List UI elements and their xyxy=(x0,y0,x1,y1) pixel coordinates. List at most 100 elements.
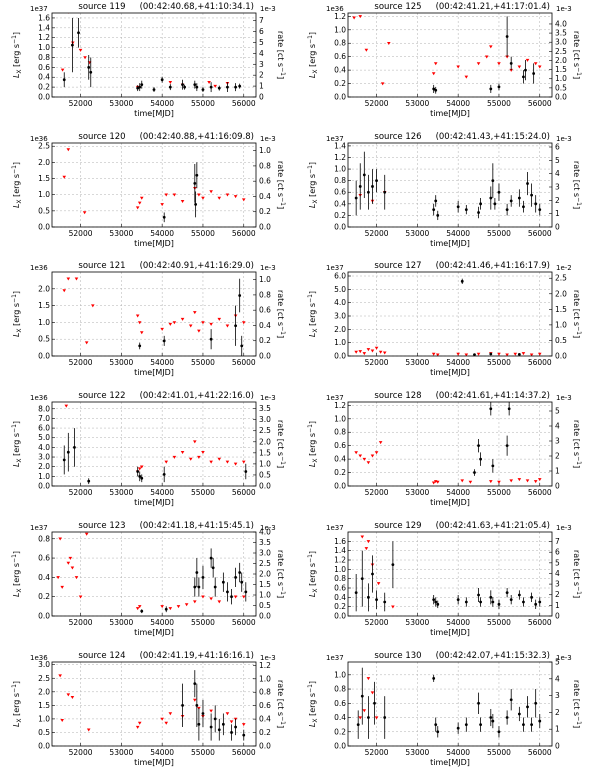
detection-point xyxy=(491,719,495,723)
detection-point xyxy=(530,193,533,197)
upper-limit-marker xyxy=(431,72,436,76)
y-tick-label: 0.2 xyxy=(38,592,50,601)
right-tick-label: 4 xyxy=(259,49,264,58)
detection-point xyxy=(473,471,476,474)
upper-limit-marker xyxy=(456,352,460,356)
right-axis-label: rate [ct s−1] xyxy=(276,420,286,468)
detection-point xyxy=(489,87,493,91)
y-tick-label: 1.2 xyxy=(334,153,346,162)
x-axis-label: time[MJD] xyxy=(430,628,470,637)
plot-frame xyxy=(347,12,553,98)
upper-limit-marker xyxy=(529,353,534,356)
upper-limit-marker xyxy=(464,353,469,356)
y-tick-label: 7.0 xyxy=(38,414,50,423)
y-tick-label: 0.8 xyxy=(334,685,346,694)
plot-frame xyxy=(347,531,553,617)
y-tick-label: 6.0 xyxy=(334,272,346,281)
detection-point xyxy=(194,202,198,206)
detection-point xyxy=(217,86,221,90)
x-tick-label: 54000 xyxy=(150,229,174,238)
detection-point xyxy=(497,190,501,194)
y-tick-label: 2.0 xyxy=(38,462,50,471)
detection-point xyxy=(234,575,238,579)
upper-limit-marker xyxy=(225,193,230,197)
panel-title: source 124 xyxy=(78,651,125,661)
upper-limit-marker xyxy=(193,440,197,444)
upper-limit-marker xyxy=(476,352,481,356)
y-tick-label: 1.0 xyxy=(334,414,346,423)
right-tick-label: 1 xyxy=(555,209,560,218)
detection-point xyxy=(234,725,238,729)
upper-limit-marker xyxy=(370,691,375,695)
detection-point xyxy=(354,196,358,200)
detection-point xyxy=(138,85,142,89)
x-axis-label: time[MJD] xyxy=(134,758,174,767)
detection-point xyxy=(497,85,501,89)
panel-source-121: source 121 (00:42:40.91,+41:16:29.0) 1e36 1… xyxy=(11,261,286,377)
upper-limit-marker xyxy=(74,277,79,281)
y-tick-label: 0.2 xyxy=(334,602,346,611)
x-tick-label: 54000 xyxy=(150,358,174,367)
detection-point xyxy=(464,208,468,212)
x-axis-label: time[MJD] xyxy=(134,498,174,507)
upper-limit-marker xyxy=(354,350,358,354)
right-axis-scale: 1e-3 xyxy=(260,524,276,532)
y-tick-label: 0.5 xyxy=(38,206,50,215)
right-axis-label: rate [ct s−1] xyxy=(572,161,582,209)
x-tick-label: 55000 xyxy=(487,748,511,757)
plot-frame xyxy=(51,531,257,617)
right-tick-label: 7 xyxy=(259,16,264,25)
upper-limit-marker xyxy=(360,535,365,539)
detection-point xyxy=(538,719,542,723)
y-tick-label: 4.0 xyxy=(38,443,50,452)
panel-source-127: source 127 (00:42:41.46,+41:16:17.9) 1e37 1… xyxy=(307,261,582,377)
x-tick-label: 52000 xyxy=(69,229,93,238)
y-tick-label: 0.0 xyxy=(334,93,346,102)
detection-point xyxy=(432,676,436,680)
right-tick-label: 1.0 xyxy=(259,459,271,468)
detection-point xyxy=(507,407,511,411)
detection-point xyxy=(138,474,142,478)
upper-limit-marker xyxy=(497,352,501,356)
y-tick-label: 0.6 xyxy=(334,699,346,708)
panel-title: source 127 xyxy=(374,261,421,271)
y-tick-label: 0.2 xyxy=(334,211,346,220)
data-layer xyxy=(354,402,542,485)
detection-point xyxy=(193,585,197,589)
x-tick-label: 55000 xyxy=(487,358,511,367)
x-axis-label: time[MJD] xyxy=(430,758,470,767)
upper-limit-marker xyxy=(83,56,87,60)
detection-point xyxy=(434,723,438,727)
right-tick-label: 1.0 xyxy=(555,320,567,329)
y-tick-label: 0.8 xyxy=(38,53,50,62)
detection-point xyxy=(193,682,197,686)
detection-point xyxy=(434,600,438,604)
plot-frame xyxy=(51,661,257,747)
right-tick-label: 0 xyxy=(555,223,560,232)
detection-point xyxy=(526,705,529,709)
x-tick-label: 53000 xyxy=(109,618,133,627)
detection-point xyxy=(152,88,156,91)
y-tick-label: 0.8 xyxy=(38,534,50,543)
upper-limit-marker xyxy=(60,719,64,723)
upper-limit-marker xyxy=(229,720,234,724)
right-tick-label: 3 xyxy=(259,60,264,69)
right-tick-label: 2 xyxy=(555,196,560,205)
right-tick-label: 1.0 xyxy=(259,146,271,155)
right-tick-label: 0.0 xyxy=(259,223,271,232)
panel-source-128: source 128 (00:42:41.61,+41:14:37.2)1e37 1… xyxy=(307,391,582,507)
x-tick-label: 56000 xyxy=(232,99,256,108)
y-tick-label: 1.2 xyxy=(334,401,346,410)
x-axis-label: time[MJD] xyxy=(134,368,174,377)
x-tick-label: 52000 xyxy=(365,748,389,757)
detection-point xyxy=(356,723,360,727)
data-layer xyxy=(354,151,542,221)
plot-frame xyxy=(51,142,257,228)
upper-limit-marker xyxy=(505,353,509,356)
x-tick-label: 56000 xyxy=(528,488,552,497)
upper-limit-marker xyxy=(74,576,79,580)
y-tick-label: 1.0 xyxy=(334,165,346,174)
x-tick-label: 56000 xyxy=(528,229,552,238)
data-layer xyxy=(62,148,246,223)
right-tick-label: 3 xyxy=(555,183,560,192)
